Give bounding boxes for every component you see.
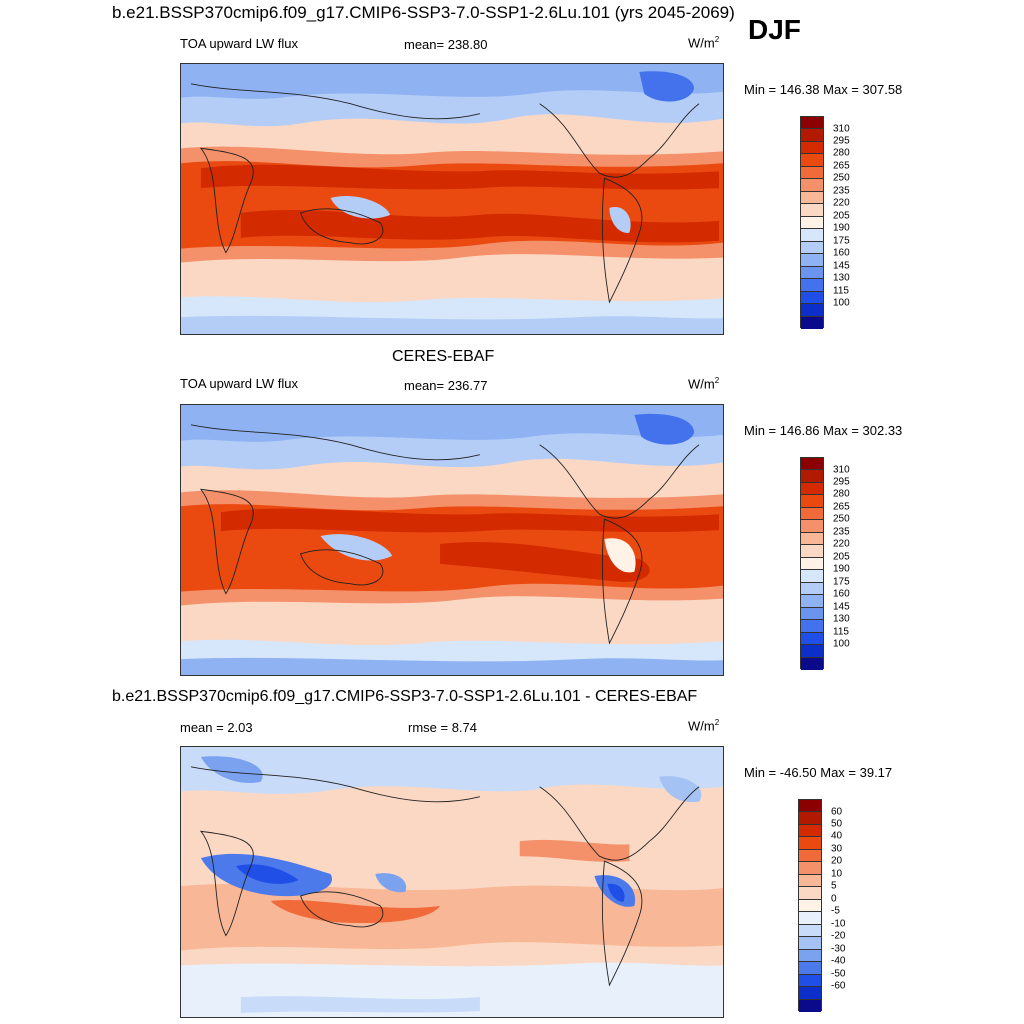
colorbar-tick-label: 100: [833, 297, 850, 309]
panel3-units: W/m2: [688, 718, 720, 734]
colorbar-tick-label: 220: [833, 197, 850, 209]
colorbar-tick-label: 280: [833, 147, 850, 159]
colorbar-tick-label: 265: [833, 501, 850, 513]
colorbar-tick-label: 115: [833, 285, 849, 297]
colorbar-tick-label: 20: [831, 855, 843, 867]
colorbar-tick-label: 295: [833, 135, 850, 147]
panel3-map: [180, 746, 724, 1018]
colorbar-tick-label: 220: [833, 538, 850, 550]
panel2-minmax: Min = 146.86 Max = 302.33: [744, 423, 903, 438]
case-title: b.e21.BSSP370cmip6.f09_g17.CMIP6-SSP3-7.…: [112, 3, 735, 22]
colorbar-tick-label: 50: [831, 818, 843, 830]
panel2-colorbar: [800, 457, 824, 670]
colorbar-tick-label: 10: [831, 868, 843, 880]
colorbar-tick-label: 130: [833, 272, 850, 284]
panel2-units: W/m2: [688, 376, 720, 392]
colorbar-tick-label: 175: [833, 235, 850, 247]
panel1-map: [180, 63, 724, 335]
colorbar-tick-label: -40: [831, 955, 846, 967]
panel3-minmax: Min = -46.50 Max = 39.17: [744, 765, 893, 780]
colorbar-tick-label: 205: [833, 551, 850, 563]
colorbar-tick-label: 235: [833, 185, 850, 197]
panel3-mean: mean = 2.03: [180, 720, 253, 735]
colorbar-tick-label: 145: [833, 260, 850, 272]
panel3-colorbar: [798, 799, 822, 1012]
colorbar-tick-label: 190: [833, 563, 850, 575]
colorbar-tick-label: -30: [831, 943, 846, 955]
colorbar-tick-label: 130: [833, 613, 850, 625]
panel2-title: CERES-EBAF: [392, 348, 495, 365]
panel2-map: [180, 404, 724, 676]
colorbar-tick-label: 250: [833, 513, 850, 525]
colorbar-tick-label: 295: [833, 476, 850, 488]
panel1-units: W/m2: [688, 35, 720, 51]
colorbar-tick-label: -20: [831, 930, 846, 942]
panel2-mean: mean= 236.77: [404, 378, 488, 393]
colorbar-tick-label: 160: [833, 247, 850, 259]
colorbar-tick-label: 175: [833, 576, 850, 588]
colorbar-tick-label: 145: [833, 601, 850, 613]
panel3-rmse: rmse = 8.74: [408, 720, 478, 735]
colorbar-tick-label: 100: [833, 638, 850, 650]
colorbar-tick-label: 310: [833, 123, 850, 134]
colorbar-tick-label: 205: [833, 210, 850, 222]
panel3-title: b.e21.BSSP370cmip6.f09_g17.CMIP6-SSP3-7.…: [112, 688, 698, 705]
colorbar-tick-label: 280: [833, 488, 850, 500]
panel1-colorbar: [800, 116, 824, 329]
colorbar-tick-label: -10: [831, 918, 846, 930]
season-label: DJF: [748, 14, 801, 45]
colorbar-tick-label: 40: [831, 830, 843, 842]
colorbar-tick-label: 30: [831, 843, 843, 855]
colorbar-tick-label: 115: [833, 626, 849, 638]
colorbar-tick-label: 0: [831, 893, 837, 905]
colorbar-tick-label: 60: [831, 806, 843, 817]
colorbar-tick-label: 190: [833, 222, 850, 234]
colorbar-tick-label: -5: [831, 905, 840, 917]
colorbar-tick-label: 265: [833, 160, 850, 172]
colorbar-tick-label: 310: [833, 464, 850, 475]
panel1-variable: TOA upward LW flux: [180, 36, 299, 51]
colorbar-tick-label: -60: [831, 980, 846, 992]
colorbar-tick-label: 160: [833, 588, 850, 600]
colorbar-tick-label: -50: [831, 968, 846, 980]
colorbar-tick-label: 5: [831, 880, 837, 892]
panel1-minmax: Min = 146.38 Max = 307.58: [744, 82, 903, 97]
colorbar-tick-label: 235: [833, 526, 850, 538]
panel2-variable: TOA upward LW flux: [180, 376, 299, 391]
colorbar-tick-label: 250: [833, 172, 850, 184]
panel1-mean: mean= 238.80: [404, 37, 488, 52]
